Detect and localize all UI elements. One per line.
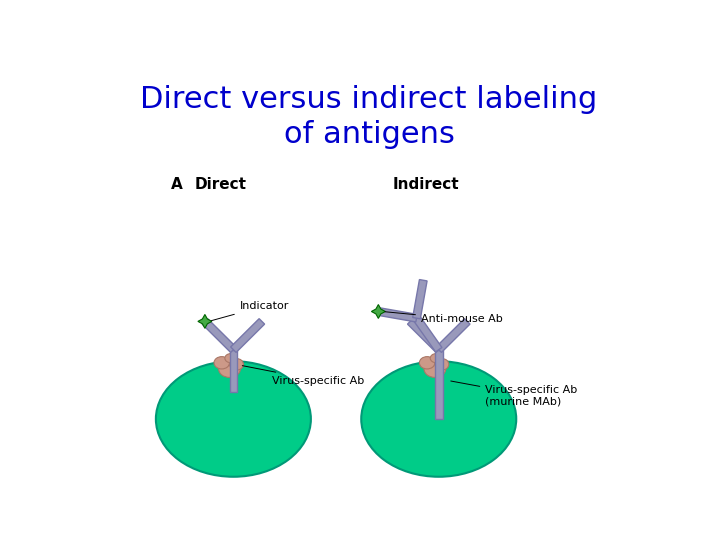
Polygon shape [413,280,427,319]
Polygon shape [202,319,236,353]
Polygon shape [230,319,265,353]
Ellipse shape [225,354,238,363]
Polygon shape [413,316,442,352]
Ellipse shape [230,359,243,370]
Polygon shape [198,314,212,328]
Polygon shape [378,308,417,322]
Text: Indicator: Indicator [212,301,289,321]
Ellipse shape [419,356,435,369]
Ellipse shape [214,356,230,369]
Text: of antigens: of antigens [284,119,454,148]
Ellipse shape [156,361,311,477]
Ellipse shape [435,359,449,370]
Text: A: A [171,177,183,192]
Ellipse shape [361,361,516,477]
Polygon shape [230,350,238,392]
Ellipse shape [431,354,443,363]
Text: Anti-mouse Ab: Anti-mouse Ab [385,312,503,324]
Ellipse shape [219,361,240,377]
Polygon shape [372,305,385,319]
Text: Direct versus indirect labeling: Direct versus indirect labeling [140,85,598,114]
Text: Virus-specific Ab: Virus-specific Ab [243,366,364,386]
Text: Indirect: Indirect [392,177,459,192]
Ellipse shape [424,361,446,377]
Polygon shape [408,319,441,353]
Polygon shape [436,319,470,353]
Text: Direct: Direct [194,177,247,192]
Text: Virus-specific Ab
(murine MAb): Virus-specific Ab (murine MAb) [451,381,577,407]
Polygon shape [435,350,443,419]
